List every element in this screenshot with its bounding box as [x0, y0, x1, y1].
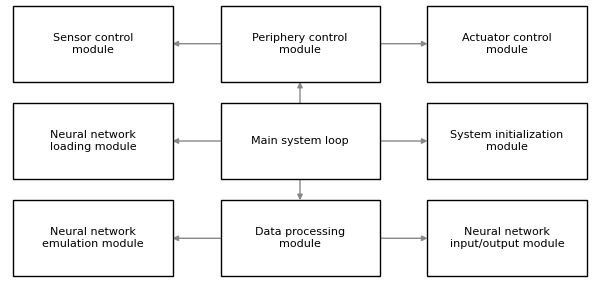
- Bar: [221, 103, 380, 179]
- Text: Neural network
emulation module: Neural network emulation module: [42, 228, 144, 249]
- Bar: [13, 6, 173, 82]
- Bar: [427, 6, 587, 82]
- Bar: [13, 200, 173, 276]
- Text: Neural network
input/output module: Neural network input/output module: [449, 228, 565, 249]
- Bar: [427, 200, 587, 276]
- Text: Neural network
loading module: Neural network loading module: [50, 130, 136, 152]
- Text: Periphery control
module: Periphery control module: [253, 33, 347, 54]
- Text: Main system loop: Main system loop: [251, 136, 349, 146]
- Bar: [427, 103, 587, 179]
- Bar: [221, 6, 380, 82]
- Bar: [221, 200, 380, 276]
- Bar: [13, 103, 173, 179]
- Text: Sensor control
module: Sensor control module: [53, 33, 133, 54]
- Text: Actuator control
module: Actuator control module: [462, 33, 552, 54]
- Text: System initialization
module: System initialization module: [451, 130, 563, 152]
- Text: Data processing
module: Data processing module: [255, 228, 345, 249]
